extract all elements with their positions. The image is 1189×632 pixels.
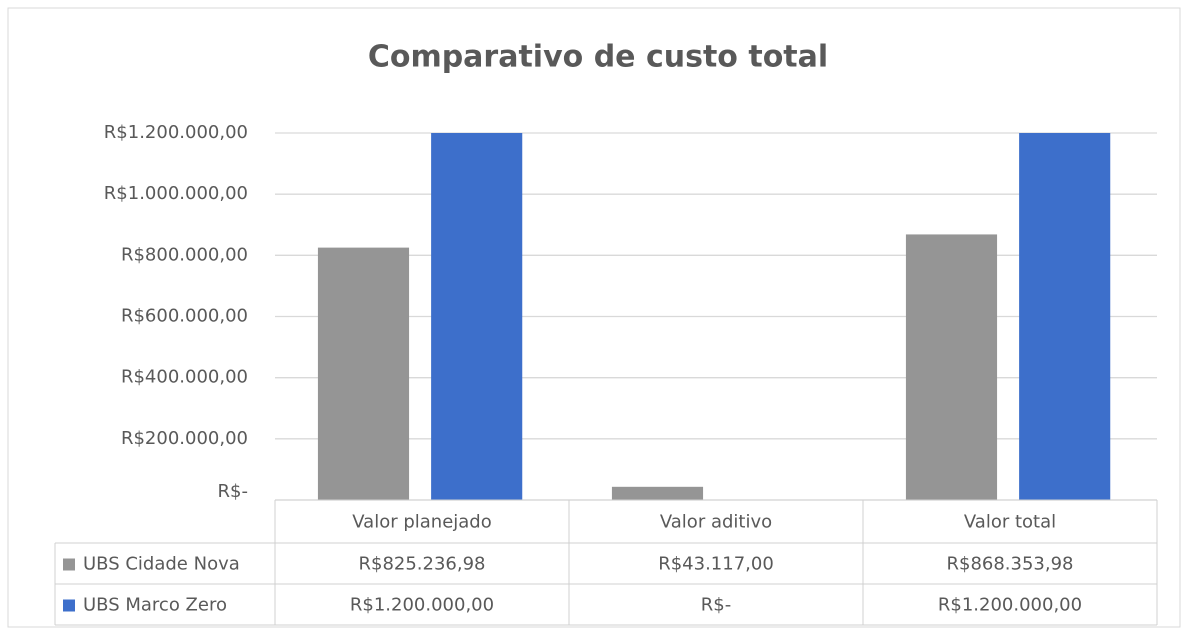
table-category: Valor total	[964, 512, 1056, 533]
bar	[905, 234, 998, 500]
bar	[317, 247, 410, 500]
chart-title: Comparativo de custo total	[368, 40, 828, 75]
table-value: R$1.200.000,00	[350, 595, 494, 616]
table-category: Valor planejado	[352, 512, 492, 533]
y-tick-label: R$800.000,00	[121, 244, 248, 265]
table-category: Valor aditivo	[660, 512, 772, 533]
bar	[1019, 133, 1111, 500]
table-value: R$43.117,00	[658, 554, 774, 575]
legend-key	[63, 599, 75, 612]
bar	[611, 486, 704, 500]
bar	[431, 133, 523, 500]
table-value: R$868.353,98	[946, 554, 1073, 575]
y-tick-label: R$600.000,00	[121, 306, 248, 327]
y-tick-label: R$1.000.000,00	[104, 183, 248, 204]
table-value: R$-	[701, 595, 731, 616]
y-tick-label: R$-	[218, 481, 248, 502]
y-tick-label: R$1.200.000,00	[104, 122, 248, 143]
y-tick-label: R$200.000,00	[121, 428, 248, 449]
legend-label: UBS Marco Zero	[83, 595, 227, 616]
y-tick-label: R$400.000,00	[121, 367, 248, 388]
legend-key	[63, 558, 75, 571]
table-value: R$825.236,98	[358, 554, 485, 575]
legend-label: UBS Cidade Nova	[83, 554, 240, 575]
table-value: R$1.200.000,00	[938, 595, 1082, 616]
